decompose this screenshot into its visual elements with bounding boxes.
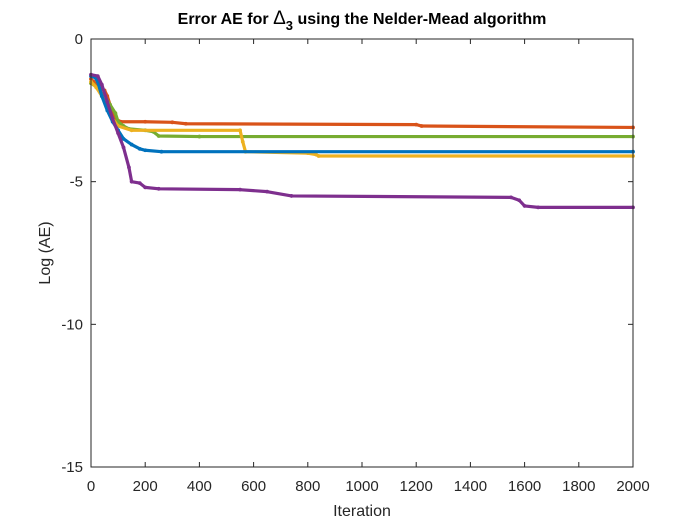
- x-tick-label: 400: [187, 478, 212, 495]
- y-axis-label: Log (AE): [37, 221, 54, 284]
- series-5-point: [238, 187, 242, 192]
- series-2-point: [113, 111, 118, 116]
- tick-layer: 0 200 400 600 800 1000 1200 1400 1600 1800 2000 -15…: [61, 31, 649, 495]
- x-tick-label: 200: [133, 478, 158, 495]
- series-5-point: [509, 195, 513, 200]
- x-tick-label: 1600: [508, 478, 541, 495]
- chart-title: Error AE for Δ3 using the Nelder-Mead al…: [178, 8, 547, 33]
- series-5-point: [105, 99, 110, 104]
- x-tick-label: 1200: [400, 478, 433, 495]
- series-4-point: [143, 148, 148, 153]
- series-5-point: [99, 82, 104, 87]
- x-tick-label: 2000: [616, 478, 649, 495]
- series-4-point: [159, 149, 164, 154]
- series-5-point: [110, 116, 115, 121]
- series-3-point: [129, 128, 134, 133]
- series-2-point: [197, 134, 202, 139]
- series-5: [89, 72, 635, 210]
- series-5-point: [522, 204, 527, 208]
- x-tick-label: 600: [241, 478, 266, 495]
- x-tick-label: 800: [295, 478, 320, 495]
- x-tick-label: 0: [87, 478, 95, 495]
- series-1-point: [143, 119, 148, 124]
- series-1-point: [419, 124, 424, 128]
- series-5-point: [129, 179, 134, 184]
- series-layer: [89, 72, 635, 210]
- y-tick-label: 0: [75, 31, 83, 48]
- series-5-point: [116, 131, 120, 136]
- series-5-point: [137, 181, 142, 185]
- series-4-point: [137, 146, 142, 151]
- y-tick-label: -5: [70, 174, 83, 191]
- series-5-point: [156, 186, 161, 191]
- series-1-point: [414, 122, 419, 127]
- series-4-point: [99, 94, 104, 98]
- x-tick-label: 1000: [345, 478, 378, 495]
- series-5-point: [127, 165, 131, 170]
- series-3-point: [316, 154, 321, 158]
- series-5-point: [517, 198, 522, 203]
- series-1-point: [170, 120, 175, 125]
- chart-title-suffix: using the Nelder-Mead algorithm: [293, 11, 546, 28]
- chart-title-prefix: Error AE for: [178, 11, 273, 28]
- chart-title-subscript: 3: [286, 18, 293, 33]
- series-2-point: [156, 134, 161, 138]
- series-1-point: [183, 121, 188, 126]
- y-tick-label: -10: [61, 316, 83, 333]
- series-3-point: [238, 128, 242, 133]
- series-4-point: [129, 142, 134, 147]
- x-tick-label: 1800: [562, 478, 595, 495]
- x-tick-label: 1400: [454, 478, 487, 495]
- series-5-point: [289, 194, 294, 198]
- series-5-point: [143, 185, 148, 190]
- series-3-point: [94, 85, 99, 90]
- plot-area: [91, 39, 633, 467]
- series-4-point: [121, 136, 126, 141]
- series-5-point: [95, 74, 100, 78]
- series-5-point: [121, 145, 126, 150]
- series-5-point: [536, 205, 541, 210]
- series-3-point: [240, 139, 245, 144]
- chart-title-symbol: Δ: [273, 8, 286, 29]
- series-5-point: [265, 189, 270, 194]
- y-tick-label: -15: [61, 459, 83, 476]
- x-axis-label: Iteration: [333, 503, 391, 520]
